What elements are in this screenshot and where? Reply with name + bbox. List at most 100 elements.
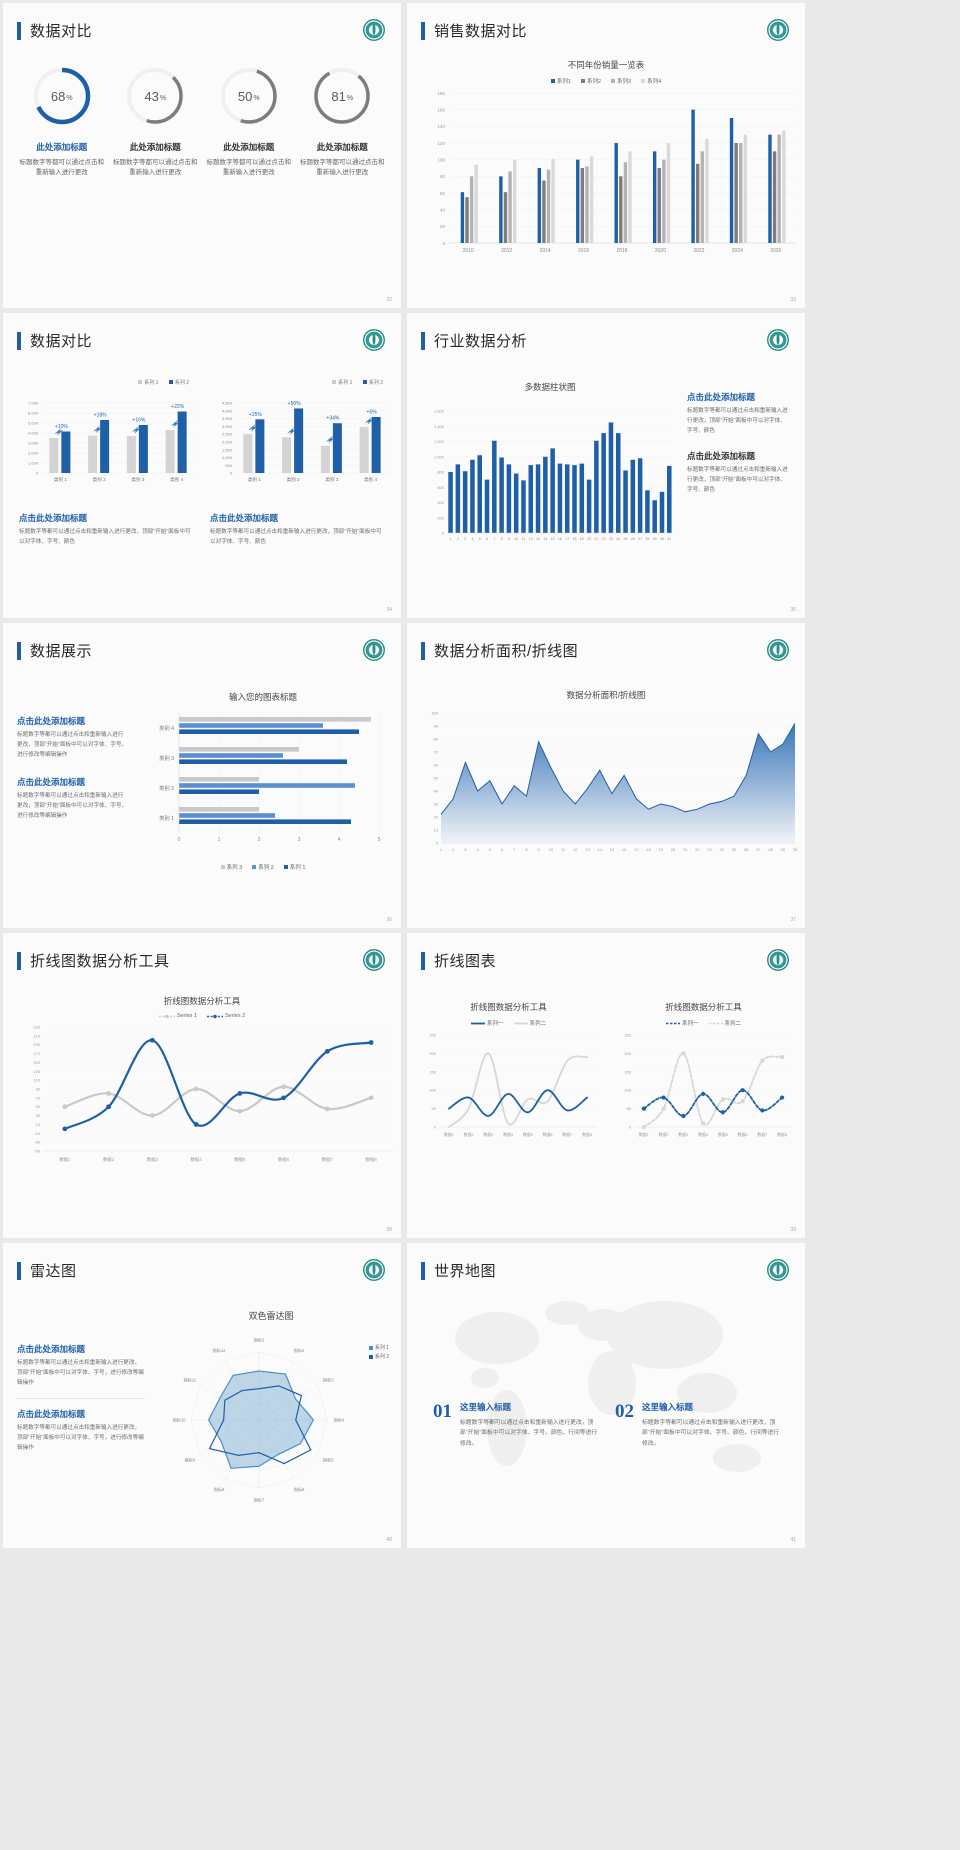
donut-row: 68% 此处添加标题 标题数字等都可以通过点击和重新输入进行更改 43% 此处添… [3,41,401,178]
slide-33: 销售数据对比 不同年份销量一览表 系列1 系列2 系列3 系列4 0 20 40 60… [407,3,805,308]
brand-logo-icon [363,639,385,661]
page-title: 雷达图 [30,1263,77,1280]
svg-text:+5%: +5% [367,410,378,416]
growth-chart-left: 系列 1 系列 2 0 1,000 2,000 3,000 4,000 5,000 6,00… [11,371,201,502]
slide-header: 数据展示 [3,623,401,661]
svg-text:+22%: +22% [171,404,184,410]
block-body: 标题数字等都可以通过点击和重新输入进行更改，顶部“开始”面板中可以对字体、字号、… [687,408,788,434]
svg-text:25: 25 [624,537,628,541]
svg-text:29: 29 [781,847,786,852]
svg-text:数据2: 数据2 [659,1132,669,1137]
info-column[interactable]: 02 这里输入标题 标题数字等都可以通过点击和重新输入进行更改，顶部“开始”面板… [615,1401,783,1449]
legend-item: 系列1 [550,77,571,85]
svg-text:0: 0 [442,531,445,536]
svg-text:类别 4: 类别 4 [159,724,174,732]
svg-text:3: 3 [464,537,466,541]
svg-text:23: 23 [707,847,712,852]
svg-text:数据4: 数据4 [503,1132,514,1137]
svg-text:2: 2 [258,837,261,843]
svg-text:10: 10 [434,828,439,833]
svg-text:指标9: 指标9 [184,1457,195,1464]
svg-text:28: 28 [645,537,649,541]
content-row: 多数据柱状图 0 200 400 600 800 1,000 1,200 1,400 1,600… [407,351,805,578]
line-chart-plain: 折线图数据分析工具 系列一 系列二 0 50 100 150 200 250 数据1 数据2 数… [413,1001,604,1172]
slide-number: 34 [386,607,392,613]
legend-item: 系列 3 [220,863,242,871]
brand-logo-icon [363,329,385,351]
svg-text:27: 27 [638,537,642,541]
svg-text:80: 80 [440,174,446,179]
svg-text:150: 150 [33,1060,40,1065]
svg-text:数据8: 数据8 [582,1132,592,1137]
svg-text:1,200: 1,200 [434,439,445,444]
svg-text:21: 21 [594,537,598,541]
svg-text:5: 5 [479,537,481,541]
svg-text:3,000: 3,000 [28,441,39,446]
svg-text:-30: -30 [34,1140,41,1145]
svg-text:100: 100 [437,157,445,162]
slide-34: 数据对比 系列 1 系列 2 0 1,000 2,000 3,000 4,000 5,00… [3,313,401,618]
block-body: 标题数字等都可以通过点击和重新输入进行更改，顶部“开始”面板中可以对字体、字号，… [17,1360,144,1386]
column-body: 标题数字等都可以通过点击和重新输入进行更改，顶部“开始”面板中可以对字体、字号、… [642,1420,780,1447]
svg-text:400: 400 [437,500,444,505]
svg-text:50: 50 [627,1106,632,1111]
svg-text:24: 24 [720,847,725,852]
svg-text:31: 31 [667,537,671,541]
brand-logo-icon [767,329,789,351]
svg-text:0: 0 [230,471,233,476]
svg-text:数据4: 数据4 [191,1156,203,1163]
svg-text:10: 10 [549,847,554,852]
column-body: 标题数字等都可以通过点击和重新输入进行更改，顶部“开始”面板中可以对字体、字号、… [460,1420,598,1447]
svg-text:4,000: 4,000 [28,431,39,436]
title-accent-bar [421,21,425,40]
block-title: 点击此处添加标题 [210,513,279,523]
svg-text:类别 4: 类别 4 [170,476,183,483]
slide-number: 32 [386,297,392,303]
svg-text:1,400: 1,400 [434,424,445,429]
svg-text:指标6: 指标6 [294,1486,305,1493]
chart-canvas: 0 20 40 60 80 100 120 140 160 180 2010 2012 2014 2016… [437,91,795,254]
svg-text:27: 27 [756,847,761,852]
horizontal-bar-chart: 输入您的图表标题 0 1 2 3 4 5 类别 1 类别 2 类别 3 类别 4 系列 3 系列 … [137,691,389,871]
chart-legend: 系列一 系列二 [608,1019,799,1027]
svg-text:120: 120 [437,141,445,146]
svg-text:1,000: 1,000 [28,461,39,466]
text-blocks: 点击此处添加标题 标题数字等都可以通过点击和重新输入进行更改，顶部“开始”面板中… [17,1309,145,1522]
donut-card[interactable]: 43% 此处添加标题 标题数字等都可以通过点击和重新输入进行更改 [111,65,199,178]
page-title: 数据对比 [30,23,93,40]
svg-text:3,500: 3,500 [222,416,233,421]
slide-number: 37 [790,917,796,923]
block-body: 标题数字等都可以通过点击和重新输入进行更改，顶部“开始”面板中可以对字体、字号、… [210,529,382,545]
svg-text:24: 24 [616,537,620,541]
svg-text:100: 100 [431,711,438,716]
svg-text:数据7: 数据7 [757,1132,767,1137]
donut-title: 此处添加标题 [316,142,368,152]
svg-text:200: 200 [624,1051,631,1056]
donut-card[interactable]: 50% 此处添加标题 标题数字等都可以通过点击和重新输入进行更改 [205,65,293,178]
slide-header: 折线图数据分析工具 [3,933,401,971]
slide-37: 数据分析面积/折线图 数据分析面积/折线图 0 10 20 30 40 50 60 70 80 9… [407,623,805,928]
svg-text:30: 30 [793,847,798,852]
info-column[interactable]: 01 这里输入标题 标题数字等都可以通过点击和重新输入进行更改，顶部“开始”面板… [433,1401,601,1449]
svg-text:60: 60 [434,763,439,768]
svg-text:16: 16 [622,847,627,852]
svg-text:指标1: 指标1 [254,1337,265,1344]
columns: 01 这里输入标题 标题数字等都可以通过点击和重新输入进行更改，顶部“开始”面板… [407,1281,805,1449]
legend-item: 系列2 [580,77,601,85]
svg-text:9: 9 [508,537,510,541]
text-blocks: 点击此处添加标题 标题数字等都可以通过点击和重新输入进行更改，顶部“开始”面板中… [3,502,401,548]
donut-chart: 43% [124,65,186,127]
svg-text:29: 29 [653,537,657,541]
growth-chart-right: 系列 1 系列 2 0 500 1,000 1,500 2,000 2,500 3,000 3… [205,371,395,502]
svg-text:8: 8 [501,537,503,541]
brand-logo-icon [767,949,789,971]
svg-text:30: 30 [434,802,439,807]
donut-value: 50% [237,88,260,104]
donut-chart: 50% [218,65,280,127]
svg-text:1,000: 1,000 [222,455,233,460]
donut-card[interactable]: 81% 此处添加标题 标题数字等都可以通过点击和重新输入进行更改 [298,65,386,178]
page-title: 行业数据分析 [434,333,528,350]
divider [17,1398,145,1400]
donut-card[interactable]: 68% 此处添加标题 标题数字等都可以通过点击和重新输入进行更改 [18,65,106,178]
